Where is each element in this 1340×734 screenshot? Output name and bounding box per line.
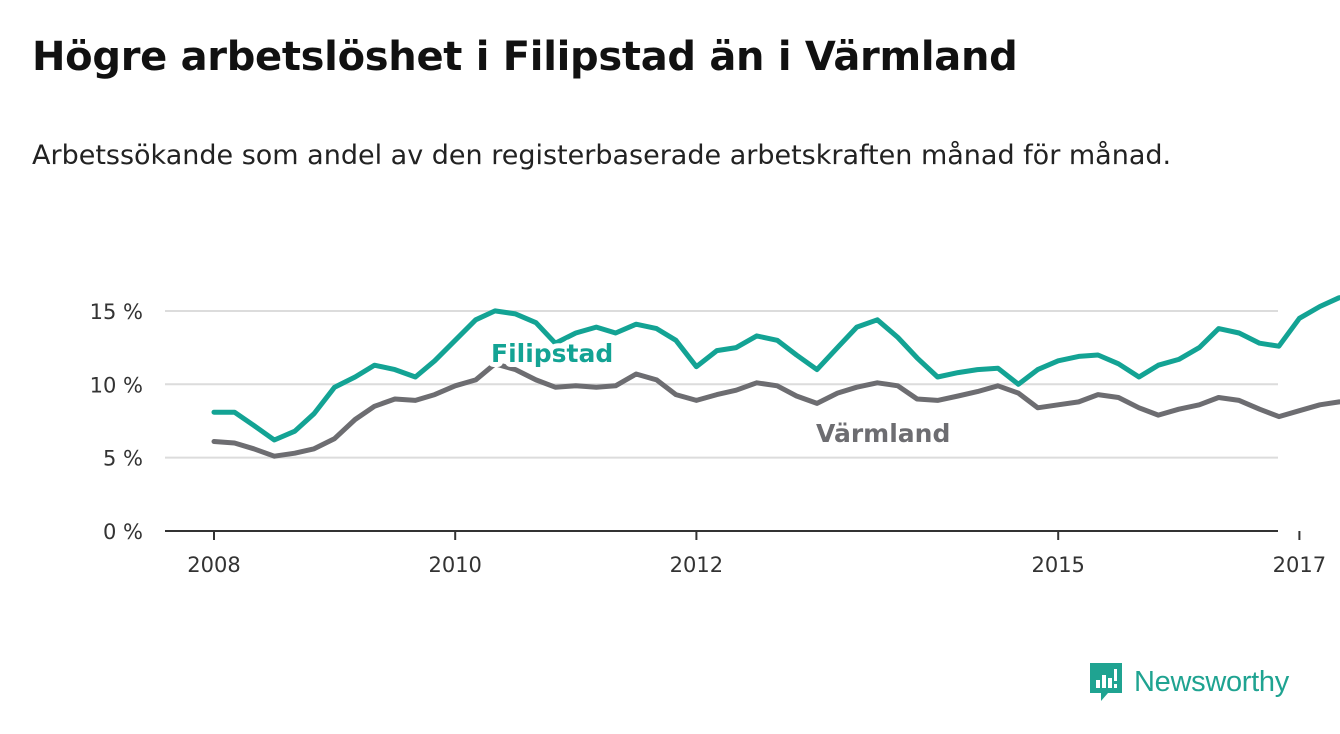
x-tick-label: 2012 [670,553,723,577]
filipstad-series-label: Filipstad [491,339,613,368]
y-axis-ticks: 0 % 5 % 10 % 15 % [90,300,143,544]
y-tick-label: 15 % [90,300,143,324]
series-labels: FilipstadFilipstadVärmlandVärmland9,2 %6… [486,334,955,453]
varmland-series-label-halo: Värmland [816,419,950,448]
series-lines [211,295,1340,459]
x-tick-label: 2008 [187,553,240,577]
newsworthy-logo: Newsworthy [1088,660,1289,704]
brand-name: Newsworthy [1134,665,1289,698]
x-axis-ticks: 20082010201220152017202020222024 [187,531,1326,577]
x-tick-label: 2017 [1273,553,1326,577]
varmland-series-label: Värmland [816,419,950,448]
y-tick-label: 0 % [103,520,143,544]
newsworthy-logo-icon [1090,663,1122,701]
chart-title: Högre arbetslöshet i Filipstad än i Värm… [32,34,1018,80]
filipstad-line [211,295,1340,443]
y-tick-label: 10 % [90,373,143,397]
filipstad-series-label-halo: Filipstad [491,339,613,368]
gridlines [165,309,1278,459]
x-tick-label: 2010 [428,553,481,577]
x-tick-label: 2015 [1031,553,1084,577]
y-tick-label: 5 % [103,447,143,471]
varmland-line [211,361,1340,459]
chart-subtitle: Arbetssökande som andel av den registerb… [32,140,1172,171]
